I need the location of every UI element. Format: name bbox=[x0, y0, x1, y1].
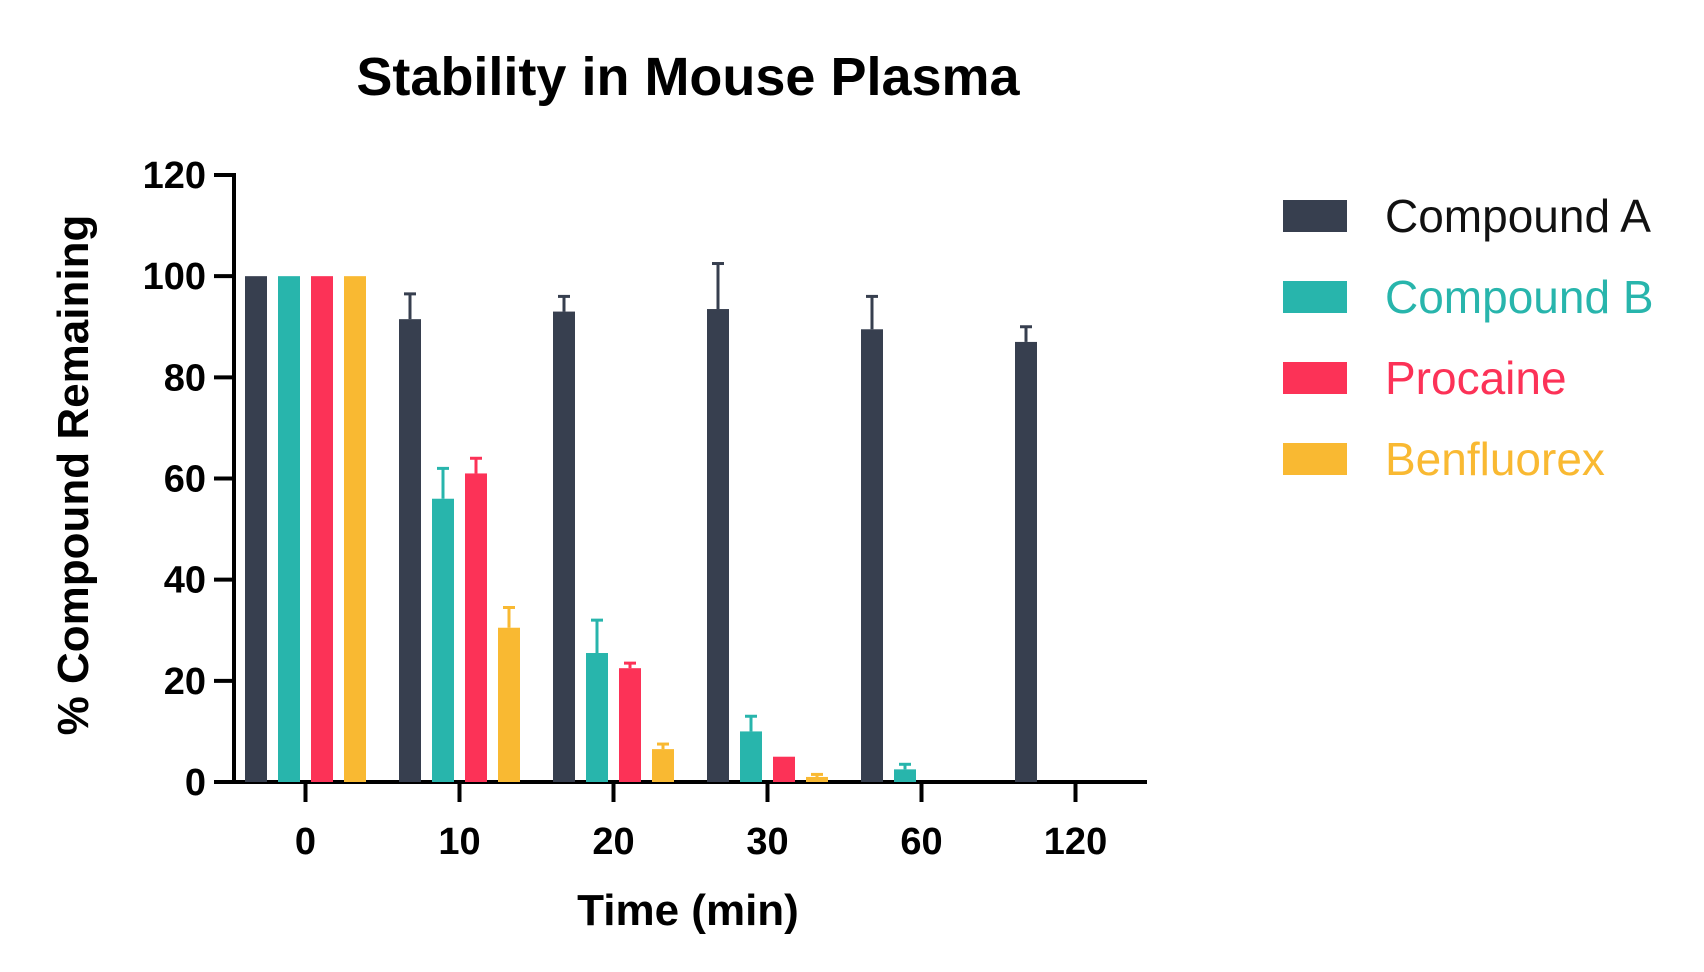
x-tick-label: 60 bbox=[900, 821, 942, 863]
legend-swatch bbox=[1283, 443, 1347, 475]
bar bbox=[344, 276, 366, 782]
legend: Compound A Compound B Procaine Benfluorex bbox=[1283, 190, 1654, 485]
bars bbox=[245, 262, 1037, 782]
bar bbox=[553, 311, 575, 782]
bar bbox=[399, 319, 421, 782]
chart-title: Stability in Mouse Plasma bbox=[356, 47, 1020, 107]
x-tick-label: 30 bbox=[746, 821, 788, 863]
bar bbox=[432, 498, 454, 782]
bar bbox=[707, 309, 729, 782]
bar bbox=[245, 276, 267, 782]
legend-label: Benfluorex bbox=[1385, 433, 1605, 485]
y-tick-label: 60 bbox=[164, 459, 206, 501]
bar bbox=[586, 653, 608, 782]
bar bbox=[652, 749, 674, 782]
bar bbox=[773, 756, 795, 782]
bar bbox=[894, 769, 916, 782]
y-tick-label: 80 bbox=[164, 357, 206, 399]
x-tick-label: 120 bbox=[1044, 821, 1107, 863]
y-tick-label: 0 bbox=[185, 762, 206, 804]
bar bbox=[1015, 341, 1037, 782]
bar bbox=[740, 731, 762, 782]
legend-swatch bbox=[1283, 281, 1347, 313]
x-tick-label: 20 bbox=[592, 821, 634, 863]
bar bbox=[619, 668, 641, 782]
legend-label: Compound A bbox=[1385, 190, 1651, 242]
legend-label: Procaine bbox=[1385, 352, 1567, 404]
x-axis-title: Time (min) bbox=[577, 886, 799, 935]
bar bbox=[861, 329, 883, 782]
y-tick-label: 120 bbox=[143, 155, 206, 197]
legend-label: Compound B bbox=[1385, 271, 1654, 323]
bar bbox=[278, 276, 300, 782]
bar bbox=[311, 276, 333, 782]
y-tick-label: 40 bbox=[164, 560, 206, 602]
bar bbox=[498, 627, 520, 782]
y-tick-label: 20 bbox=[164, 661, 206, 703]
y-axis-title: % Compound Remaining bbox=[49, 215, 98, 736]
x-tick-label: 0 bbox=[295, 821, 316, 863]
legend-swatch bbox=[1283, 200, 1347, 232]
bar bbox=[465, 473, 487, 782]
x-tick-label: 10 bbox=[438, 821, 480, 863]
axes: 0 20 40 60 80 100 120 0 10 20 30 60 120 bbox=[143, 155, 1147, 863]
y-tick-label: 100 bbox=[143, 256, 206, 298]
bar bbox=[806, 776, 828, 782]
legend-swatch bbox=[1283, 362, 1347, 394]
